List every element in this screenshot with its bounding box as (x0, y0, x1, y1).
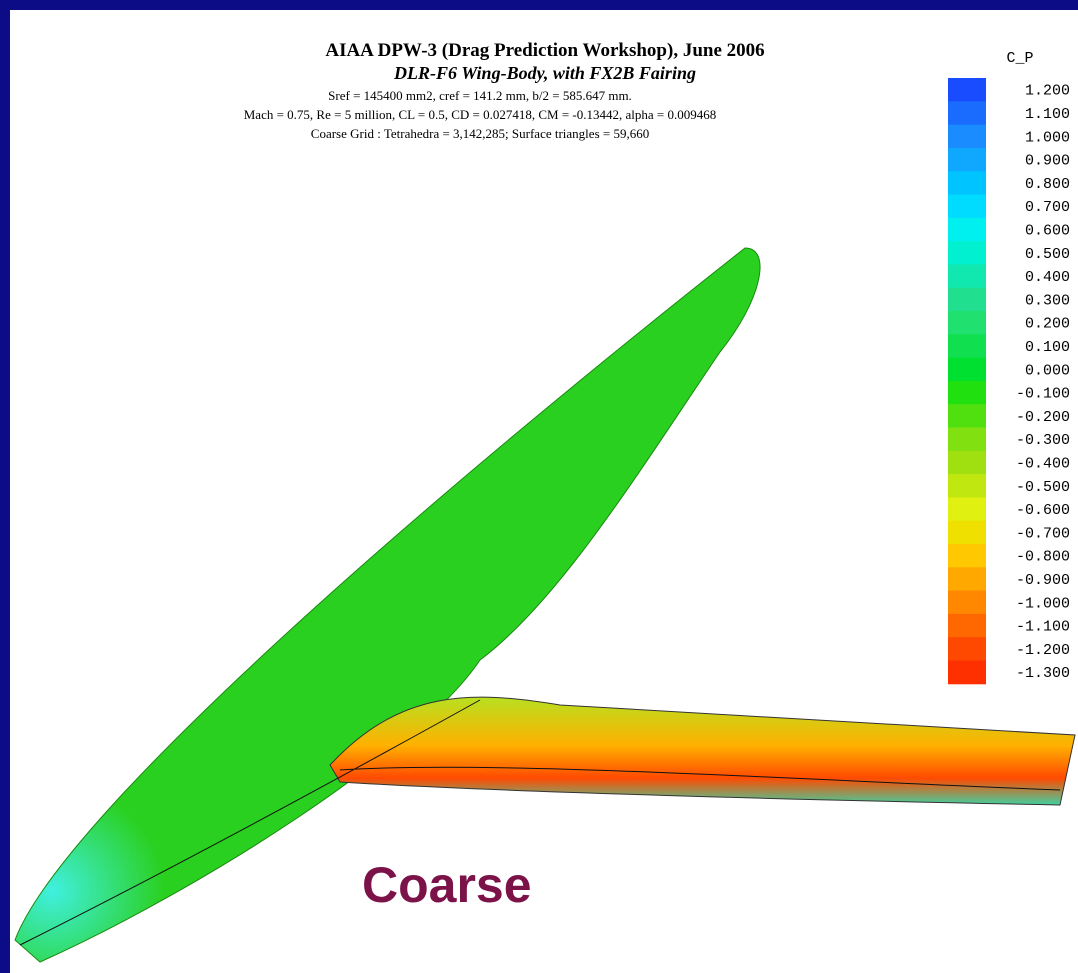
colorbar-tick-label: -0.800 (1016, 549, 1070, 566)
colorbar-tick-label: -0.200 (1016, 409, 1070, 426)
colorbar-swatch (948, 428, 986, 452)
colorbar-tick-label: -0.700 (1016, 525, 1070, 542)
colorbar-tick-label: 0.900 (1025, 153, 1070, 170)
info-line: Sref = 145400 mm2, cref = 141.2 mm, b/2 … (328, 88, 632, 103)
colorbar-tick-label: -0.400 (1016, 455, 1070, 472)
colorbar-tick-label: 0.300 (1025, 292, 1070, 309)
colorbar-tick-label: 1.000 (1025, 129, 1070, 146)
colorbar-label: C_P (1006, 50, 1033, 67)
colorbar-swatch (948, 218, 986, 242)
colorbar-swatch (948, 148, 986, 172)
colorbar-tick-label: 0.000 (1025, 362, 1070, 379)
colorbar-tick-label: -0.600 (1016, 502, 1070, 519)
colorbar-tick-label: -0.500 (1016, 479, 1070, 496)
colorbar-swatch (948, 497, 986, 521)
colorbar-tick-label: 0.400 (1025, 269, 1070, 286)
colorbar-tick-label: 0.100 (1025, 339, 1070, 356)
colorbar-swatch (948, 381, 986, 405)
info-line: Mach = 0.75, Re = 5 million, CL = 0.5, C… (244, 107, 717, 122)
colorbar-swatch (948, 474, 986, 498)
subtitle: DLR-F6 Wing-Body, with FX2B Fairing (393, 63, 696, 83)
colorbar-swatch (948, 661, 986, 685)
colorbar-tick-label: 0.700 (1025, 199, 1070, 216)
colorbar-swatch (948, 544, 986, 568)
colorbar-swatch (948, 567, 986, 591)
colorbar-swatch (948, 101, 986, 125)
colorbar-swatch (948, 358, 986, 382)
colorbar-swatch (948, 614, 986, 638)
colorbar-tick-label: 0.200 (1025, 316, 1070, 333)
colorbar-swatch (948, 637, 986, 661)
colorbar-swatch (948, 521, 986, 545)
colorbar-swatch (948, 591, 986, 615)
colorbar-tick-label: 0.600 (1025, 222, 1070, 239)
title: AIAA DPW-3 (Drag Prediction Workshop), J… (325, 40, 764, 61)
colorbar-tick-label: -1.100 (1016, 619, 1070, 636)
colorbar-swatch (948, 311, 986, 335)
colorbar-swatch (948, 125, 986, 149)
colorbar-swatch (948, 288, 986, 312)
colorbar-swatch (948, 241, 986, 265)
colorbar-swatch (948, 334, 986, 358)
colorbar-tick-label: -1.000 (1016, 595, 1070, 612)
colorbar-tick-label: 1.100 (1025, 106, 1070, 123)
colorbar-swatch (948, 451, 986, 475)
colorbar-tick-label: 0.800 (1025, 176, 1070, 193)
colorbar-tick-label: -1.200 (1016, 642, 1070, 659)
colorbar-tick-label: -0.100 (1016, 386, 1070, 403)
colorbar-tick-label: -1.300 (1016, 665, 1070, 682)
colorbar-swatch (948, 195, 986, 219)
caption: Coarse (362, 857, 532, 913)
colorbar-swatch (948, 171, 986, 195)
colorbar-tick-label: 1.200 (1025, 83, 1070, 100)
colorbar-tick-label: 0.500 (1025, 246, 1070, 263)
colorbar-swatch (948, 78, 986, 102)
slide: AIAA DPW-3 (Drag Prediction Workshop), J… (0, 0, 1078, 973)
colorbar-tick-label: -0.300 (1016, 432, 1070, 449)
colorbar-swatch (948, 264, 986, 288)
info-line: Coarse Grid : Tetrahedra = 3,142,285; Su… (311, 126, 649, 141)
colorbar-swatch (948, 404, 986, 428)
colorbar-tick-label: -0.900 (1016, 572, 1070, 589)
